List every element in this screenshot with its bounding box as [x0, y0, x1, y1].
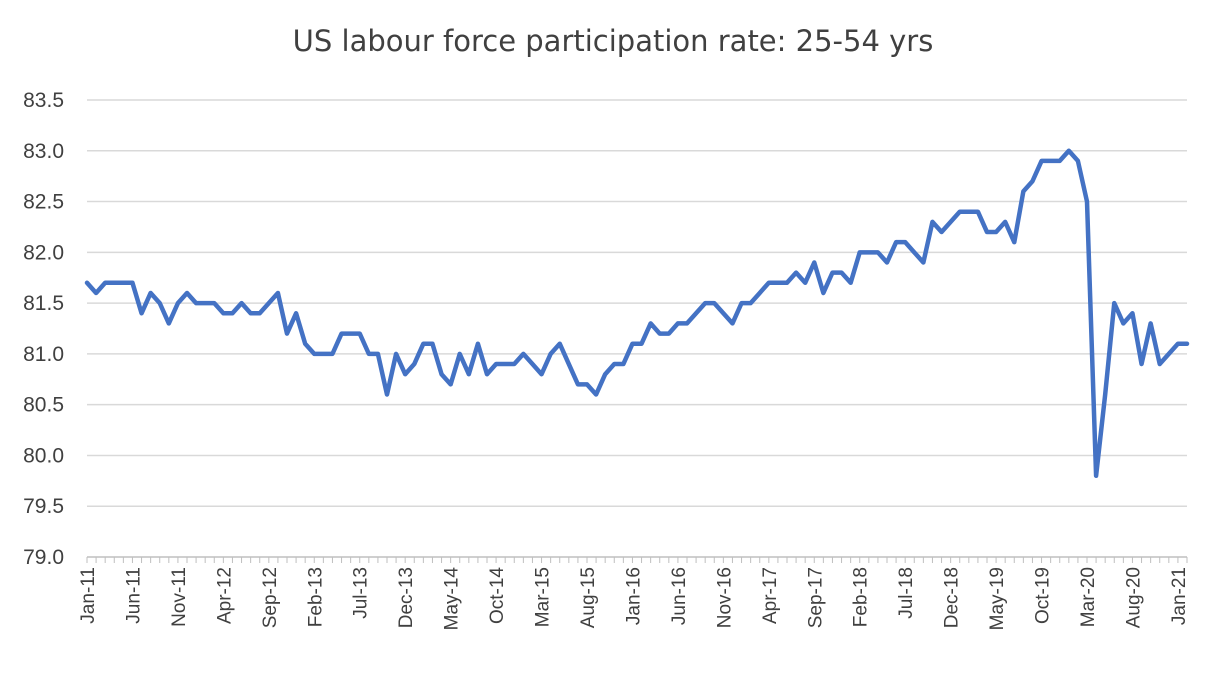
- y-tick-label: 79.0: [23, 546, 64, 569]
- gridlines: [87, 99, 1187, 507]
- x-tick-label: Nov-16: [714, 567, 735, 628]
- x-tick-label: Oct-19: [1033, 567, 1054, 624]
- y-tick-label: 80.5: [23, 394, 64, 417]
- x-tick-label: Jun-16: [669, 567, 690, 625]
- x-tick-label: Mar-20: [1078, 567, 1099, 627]
- y-tick-label: 82.0: [23, 241, 64, 264]
- x-tick-label: Dec-13: [396, 567, 417, 628]
- x-tick-label: Jun-11: [123, 567, 144, 624]
- x-tick-label: Nov-11: [169, 567, 190, 627]
- x-tick-label: Aug-15: [578, 567, 599, 628]
- x-tick-label: May-14: [442, 567, 463, 631]
- x-tick-label: Jan-11: [78, 567, 99, 624]
- x-tick-label: Mar-15: [533, 567, 554, 627]
- x-tick-label: May-19: [987, 567, 1008, 630]
- x-tick-label: Feb-13: [305, 567, 326, 627]
- x-tick-label: Aug-20: [1123, 567, 1144, 628]
- y-tick-label: 79.5: [23, 495, 64, 518]
- y-tick-label: 82.5: [23, 191, 64, 214]
- x-tick-label: Jul-13: [351, 567, 372, 619]
- x-tick-label: Dec-18: [942, 567, 963, 628]
- y-tick-label: 80.0: [23, 444, 64, 467]
- x-tick-label: Sep-12: [260, 567, 281, 628]
- x-tick-label: Jul-18: [896, 567, 917, 619]
- x-axis: [86, 556, 1188, 563]
- series: [84, 148, 1190, 479]
- y-tick-label: 81.0: [23, 343, 64, 366]
- x-tick-label: Sep-17: [805, 567, 826, 628]
- x-tick-label: Jan-16: [623, 567, 644, 625]
- x-tick-label: Jan-21: [1169, 567, 1190, 625]
- x-tick-label: Apr-17: [760, 567, 781, 624]
- x-tick-label: Apr-12: [214, 567, 235, 624]
- series-line: [84, 148, 1190, 479]
- y-axis: 79.0 79.5 80.0 80.5 81.0 81.5 82.0 82.5 83.0 83.5: [23, 89, 64, 569]
- x-axis-labels: Jan-11 Jun-11 Nov-11 Apr-12 Sep-12 Feb-13 Jul-…: [78, 567, 1190, 631]
- y-tick-label: 81.5: [23, 292, 64, 315]
- x-tick-label: Feb-18: [851, 567, 872, 627]
- y-tick-label: 83.5: [23, 89, 64, 112]
- chart-title: US labour force participation rate: 25-5…: [292, 24, 934, 58]
- y-tick-label: 83.0: [23, 140, 64, 163]
- x-tick-label: Oct-14: [487, 567, 508, 624]
